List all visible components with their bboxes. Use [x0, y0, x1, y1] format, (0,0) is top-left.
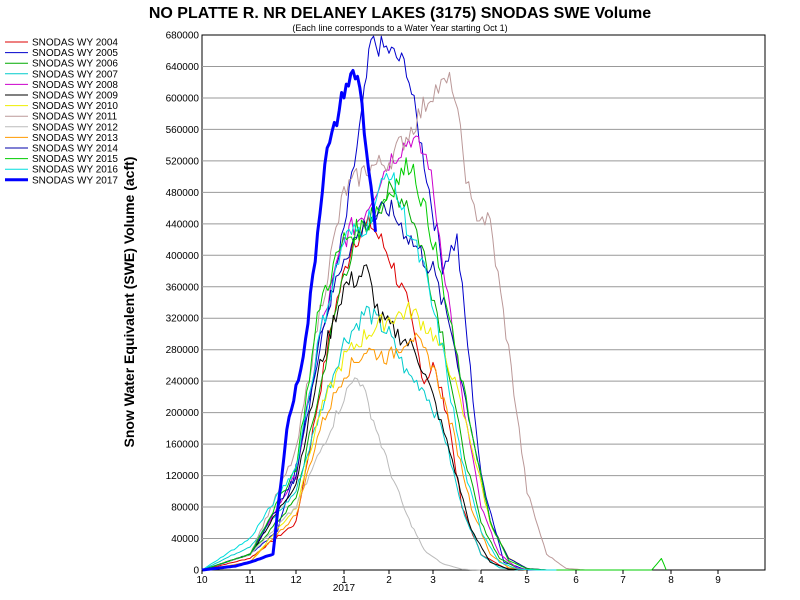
- legend-entry: SNODAS WY 2012: [32, 122, 118, 133]
- legend-entry: SNODAS WY 2014: [32, 144, 118, 155]
- y-tick-label: 360000: [166, 282, 200, 293]
- series-line-snodas-wy-2016: [201, 172, 557, 571]
- gridlines: [202, 65, 765, 540]
- y-tick-label: 520000: [166, 156, 200, 167]
- legend-entry: SNODAS WY 2007: [32, 69, 118, 80]
- y-tick-label: 200000: [166, 408, 200, 419]
- series-line-snodas-wy-2006: [201, 180, 537, 571]
- legend-entry: SNODAS WY 2006: [32, 59, 118, 70]
- series-line-snodas-wy-2005: [201, 35, 552, 571]
- y-tick-label: 320000: [166, 314, 200, 325]
- y-tick-label: 120000: [166, 471, 200, 482]
- x-axis-year-label: 2017: [333, 583, 356, 594]
- x-tick-label: 7: [620, 575, 626, 586]
- series-line-snodas-wy-2017: [201, 69, 377, 572]
- legend-entry: SNODAS WY 2011: [32, 112, 118, 123]
- y-axis: 0 40000 80000 120000 160000 200000 240000 28000…: [166, 31, 200, 577]
- y-tick-label: 280000: [166, 345, 200, 356]
- y-tick-label: 160000: [166, 440, 200, 451]
- x-tick-label: 3: [430, 575, 436, 586]
- legend-entry: SNODAS WY 2004: [32, 38, 118, 49]
- y-tick-label: 40000: [171, 534, 199, 545]
- y-tick-label: 600000: [166, 93, 200, 104]
- series-line-snodas-wy-2011: [201, 71, 586, 571]
- legend-entry: SNODAS WY 2005: [32, 48, 118, 59]
- legend-entry: SNODAS WY 2013: [32, 133, 118, 144]
- x-tick-label: 1: [341, 575, 347, 586]
- x-tick-label: 10: [196, 575, 208, 586]
- series-line-snodas-wy-2009: [201, 264, 528, 571]
- legend-entry: SNODAS WY 2010: [32, 101, 118, 112]
- series-line-snodas-wy-2013: [201, 332, 528, 571]
- chart-subtitle: (Each line corresponds to a Water Year s…: [292, 23, 507, 33]
- x-tick-label: 4: [478, 575, 484, 586]
- y-tick-label: 0: [193, 566, 199, 577]
- y-tick-label: 480000: [166, 188, 200, 199]
- x-tick-label: 8: [668, 575, 674, 586]
- series-line-snodas-wy-2007: [201, 305, 518, 571]
- y-tick-label: 640000: [166, 62, 200, 73]
- y-tick-label: 240000: [166, 377, 200, 388]
- y-axis-label: Snow Water Equivalent (SWE) Volume (acft…: [121, 157, 137, 448]
- plot-area: [201, 34, 766, 571]
- legend-entry: SNODAS WY 2008: [32, 80, 118, 91]
- series-line-snodas-wy-2008: [201, 135, 537, 571]
- y-tick-label: 560000: [166, 125, 200, 136]
- legend-entry: SNODAS WY 2009: [32, 91, 118, 102]
- y-tick-label: 400000: [166, 251, 200, 262]
- x-tick-label: 5: [524, 575, 530, 586]
- x-axis: 10 11 12 1 2 3 4 5 6 7 8 9: [196, 570, 721, 586]
- legend-entry: SNODAS WY 2015: [32, 154, 118, 165]
- x-tick-label: 12: [290, 575, 302, 586]
- x-tick-label: 2: [386, 575, 392, 586]
- legend-entry: SNODAS WY 2017: [32, 175, 118, 186]
- x-tick-label: 11: [245, 575, 256, 586]
- x-tick-label: 9: [715, 575, 721, 586]
- y-tick-label: 440000: [166, 219, 200, 230]
- series-layer: [201, 35, 667, 572]
- legend-entry: SNODAS WY 2016: [32, 165, 118, 176]
- y-tick-label: 680000: [166, 31, 200, 42]
- chart-title: NO PLATTE R. NR DELANEY LAKES (3175) SNO…: [149, 5, 651, 22]
- y-tick-label: 80000: [171, 503, 199, 514]
- x-tick-label: 6: [573, 575, 579, 586]
- series-line-snodas-wy-2010: [201, 301, 547, 571]
